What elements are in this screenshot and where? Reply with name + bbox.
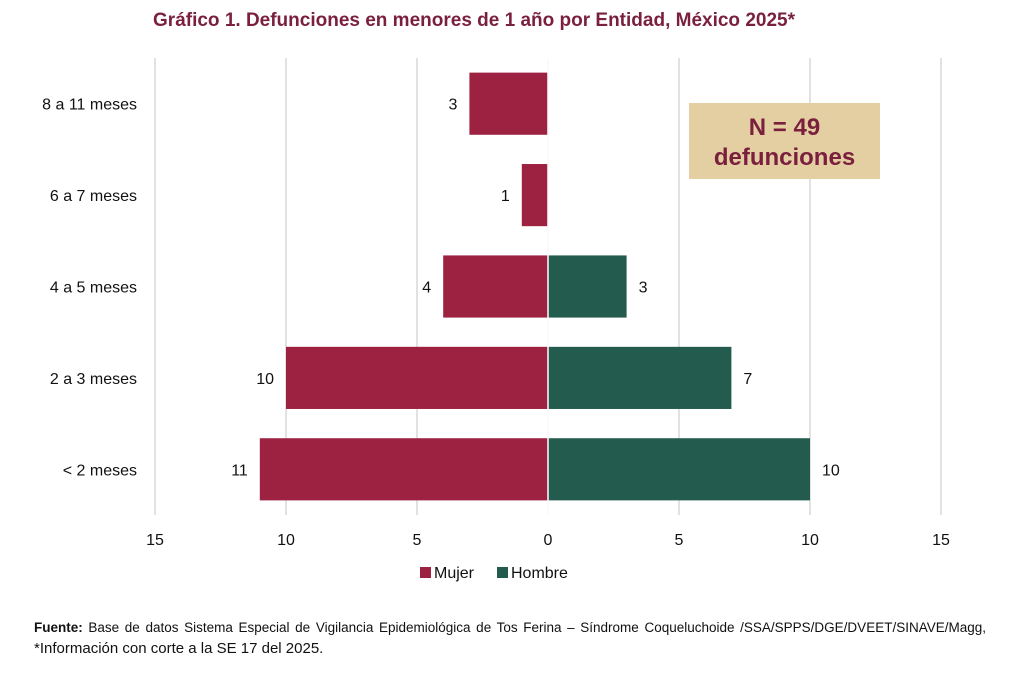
data-label-hombre: 10 [822, 462, 840, 479]
category-label: 4 a 5 meses [50, 280, 137, 297]
x-tick-label: 5 [675, 532, 684, 549]
data-label-hombre: 3 [639, 280, 648, 297]
data-label-mujer: 11 [231, 462, 248, 479]
annotation-background [689, 103, 880, 179]
legend-label-mujer: Mujer [434, 565, 475, 582]
footnote-text: Base de datos Sistema Especial de Vigila… [88, 620, 986, 635]
legend: Mujer Hombre [420, 565, 568, 582]
bars [259, 58, 810, 515]
bar-mujer [259, 438, 548, 501]
x-tick-label: 10 [277, 532, 295, 549]
x-tick-label: 15 [146, 532, 164, 549]
data-label-hombre: 7 [743, 371, 752, 388]
source-footnote: Fuente: Base de datos Sistema Especial d… [34, 617, 986, 659]
data-label-mujer: 10 [256, 371, 274, 388]
data-label-mujer: 3 [448, 97, 457, 114]
bar-hombre [548, 346, 732, 409]
bar-mujer [469, 72, 548, 135]
legend-swatch-mujer [420, 567, 431, 578]
bar-hombre [548, 255, 627, 318]
category-label: < 2 meses [63, 462, 137, 479]
legend-label-hombre: Hombre [511, 565, 568, 582]
bar-mujer [443, 255, 548, 318]
x-tick-label: 10 [801, 532, 819, 549]
bar-mujer [286, 346, 548, 409]
annotation-line1: N = 49 [749, 114, 820, 141]
total-annotation-box: N = 49 defunciones [689, 103, 880, 179]
bar-mujer [521, 164, 548, 227]
x-tick-label: 0 [544, 532, 553, 549]
annotation-line2: defunciones [714, 144, 855, 171]
legend-swatch-hombre [497, 567, 508, 578]
category-label: 8 a 11 meses [42, 97, 137, 114]
footnote-note: *Información con corte a la SE 17 del 20… [34, 640, 324, 657]
category-label: 2 a 3 meses [50, 371, 137, 388]
footnote-label: Fuente: [34, 620, 83, 635]
data-label-mujer: 1 [501, 188, 510, 205]
labels: 15 10 5 0 5 10 15 8 a 11 meses 3 6 a 7 meses 1 4 a … [42, 97, 950, 549]
category-label: 6 a 7 meses [50, 188, 137, 205]
x-tick-label: 15 [932, 532, 950, 549]
bar-hombre [548, 438, 810, 501]
x-tick-label: 5 [413, 532, 422, 549]
data-label-mujer: 4 [422, 280, 431, 297]
chart-title: Gráfico 1. Defunciones en menores de 1 a… [153, 10, 795, 31]
